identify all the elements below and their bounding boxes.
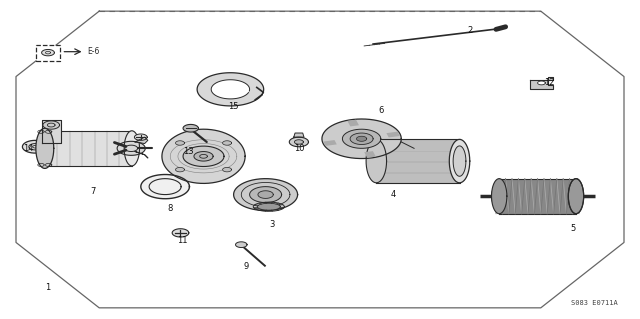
Text: S083 E0711A: S083 E0711A bbox=[571, 300, 618, 306]
Polygon shape bbox=[117, 141, 145, 155]
Polygon shape bbox=[36, 128, 54, 168]
Polygon shape bbox=[135, 137, 148, 144]
Polygon shape bbox=[568, 179, 584, 214]
Polygon shape bbox=[387, 132, 400, 137]
Text: 1: 1 bbox=[45, 283, 51, 292]
Polygon shape bbox=[294, 133, 304, 137]
Polygon shape bbox=[250, 187, 282, 203]
Text: 11: 11 bbox=[177, 236, 188, 245]
Polygon shape bbox=[348, 120, 359, 126]
Text: 12: 12 bbox=[544, 78, 554, 87]
Polygon shape bbox=[492, 179, 507, 214]
Polygon shape bbox=[257, 203, 280, 210]
Polygon shape bbox=[350, 133, 373, 145]
Polygon shape bbox=[141, 174, 189, 199]
Polygon shape bbox=[323, 140, 337, 146]
Polygon shape bbox=[134, 134, 147, 140]
Polygon shape bbox=[380, 151, 456, 163]
Polygon shape bbox=[22, 140, 48, 153]
FancyBboxPatch shape bbox=[36, 45, 60, 61]
Text: 15: 15 bbox=[228, 102, 239, 111]
Polygon shape bbox=[223, 141, 232, 145]
Polygon shape bbox=[492, 185, 507, 208]
Polygon shape bbox=[322, 119, 401, 159]
Polygon shape bbox=[380, 172, 456, 184]
Polygon shape bbox=[342, 129, 381, 148]
Polygon shape bbox=[194, 152, 213, 161]
Polygon shape bbox=[175, 141, 184, 145]
Text: 3: 3 bbox=[269, 220, 275, 229]
Text: 2: 2 bbox=[468, 26, 473, 35]
Polygon shape bbox=[183, 124, 198, 132]
Polygon shape bbox=[124, 131, 140, 166]
Text: 13: 13 bbox=[184, 147, 194, 156]
Polygon shape bbox=[42, 49, 54, 56]
Polygon shape bbox=[234, 179, 298, 211]
Polygon shape bbox=[175, 167, 184, 172]
Polygon shape bbox=[135, 152, 148, 158]
Polygon shape bbox=[258, 191, 273, 198]
Text: 9: 9 bbox=[244, 262, 249, 271]
Polygon shape bbox=[356, 136, 367, 141]
Text: E-6: E-6 bbox=[87, 47, 99, 56]
Polygon shape bbox=[289, 137, 308, 147]
Text: 14: 14 bbox=[24, 144, 34, 153]
Polygon shape bbox=[42, 120, 61, 143]
Polygon shape bbox=[162, 129, 245, 183]
Polygon shape bbox=[530, 77, 553, 89]
Polygon shape bbox=[538, 81, 545, 85]
Polygon shape bbox=[568, 179, 584, 214]
Polygon shape bbox=[380, 140, 456, 152]
Polygon shape bbox=[45, 131, 132, 166]
Polygon shape bbox=[376, 139, 460, 183]
Text: 6: 6 bbox=[378, 106, 383, 115]
Text: 10: 10 bbox=[294, 144, 305, 153]
Text: 5: 5 bbox=[570, 224, 575, 233]
Polygon shape bbox=[364, 151, 376, 158]
Polygon shape bbox=[380, 161, 456, 174]
Polygon shape bbox=[236, 242, 247, 248]
Polygon shape bbox=[294, 140, 303, 144]
Polygon shape bbox=[197, 73, 264, 106]
Polygon shape bbox=[43, 121, 60, 129]
Polygon shape bbox=[499, 179, 576, 214]
Polygon shape bbox=[366, 139, 387, 183]
Text: 8: 8 bbox=[167, 204, 172, 213]
Polygon shape bbox=[172, 229, 189, 237]
Text: 7: 7 bbox=[90, 187, 95, 196]
Polygon shape bbox=[183, 146, 224, 167]
Text: 4: 4 bbox=[391, 190, 396, 199]
Polygon shape bbox=[449, 139, 470, 183]
Polygon shape bbox=[37, 131, 52, 166]
Polygon shape bbox=[223, 167, 232, 172]
Polygon shape bbox=[453, 146, 466, 176]
